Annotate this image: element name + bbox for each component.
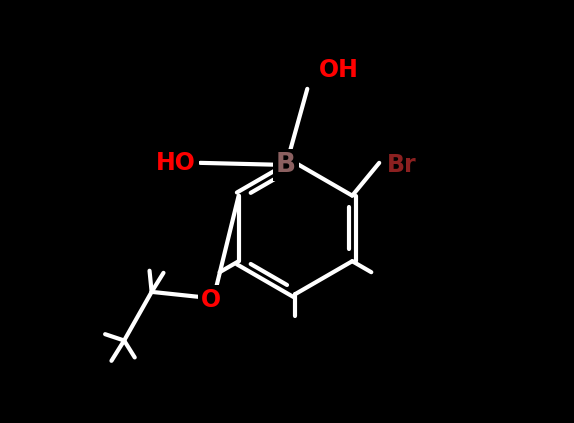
Text: OH: OH: [319, 58, 359, 82]
Text: O: O: [201, 288, 221, 312]
Text: HO: HO: [156, 151, 196, 175]
Text: B: B: [276, 152, 296, 178]
Text: Br: Br: [386, 153, 416, 177]
